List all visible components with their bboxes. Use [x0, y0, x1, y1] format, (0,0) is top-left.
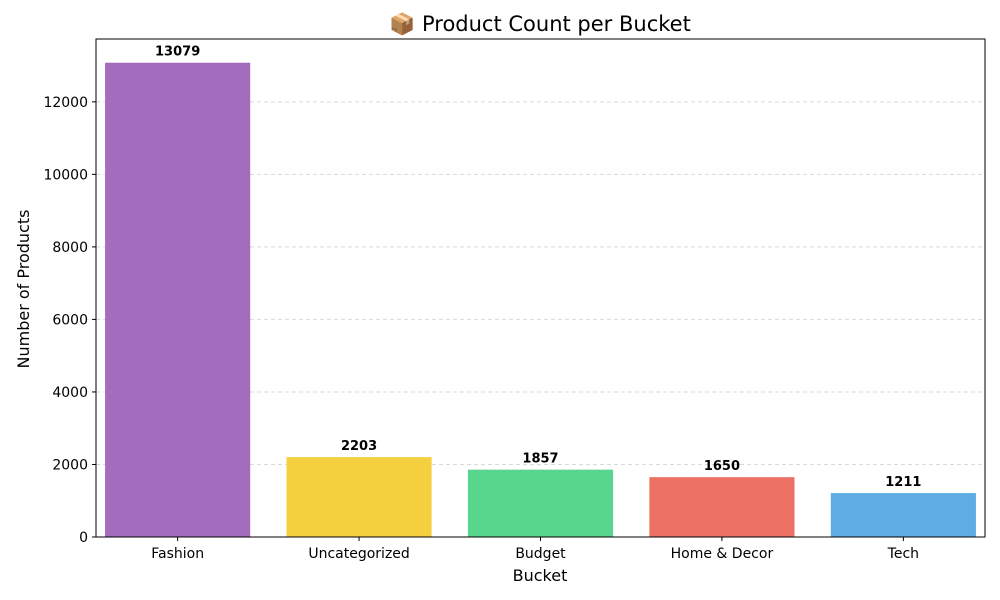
bar-value-label: 1211 [885, 475, 921, 490]
bar [649, 477, 795, 537]
y-axis-title: Number of Products [14, 210, 33, 369]
y-tick-label: 10000 [43, 167, 88, 183]
bar-value-label: 1857 [522, 452, 558, 467]
chart-title: 📦 Product Count per Bucket [389, 11, 691, 36]
bar-labels-layer: 13079 2203 1857 1650 1211 [155, 45, 921, 490]
x-axis: Fashion Uncategorized Budget Home & Decor Te… [151, 537, 919, 562]
bar-value-label: 2203 [341, 439, 377, 454]
x-tick-label: Budget [515, 546, 566, 562]
x-tick-label: Fashion [151, 546, 204, 562]
y-axis: 0 2000 4000 6000 8000 10000 12000 [43, 95, 96, 546]
bar [830, 493, 976, 537]
y-tick-label: 4000 [52, 385, 88, 401]
x-axis-title: Bucket [513, 566, 568, 585]
bar [105, 62, 251, 538]
y-tick-label: 6000 [52, 312, 88, 328]
x-tick-label: Uncategorized [308, 546, 409, 562]
y-tick-label: 2000 [52, 457, 88, 473]
bar-value-label: 13079 [155, 45, 200, 60]
y-tick-label: 8000 [52, 240, 88, 256]
y-tick-label: 12000 [43, 95, 88, 111]
x-tick-label: Tech [887, 546, 919, 562]
bar [286, 457, 432, 537]
bars-layer [105, 62, 976, 538]
y-tick-label: 0 [79, 530, 88, 546]
x-tick-label: Home & Decor [671, 546, 774, 562]
bar-value-label: 1650 [704, 459, 740, 474]
bar [467, 469, 614, 537]
